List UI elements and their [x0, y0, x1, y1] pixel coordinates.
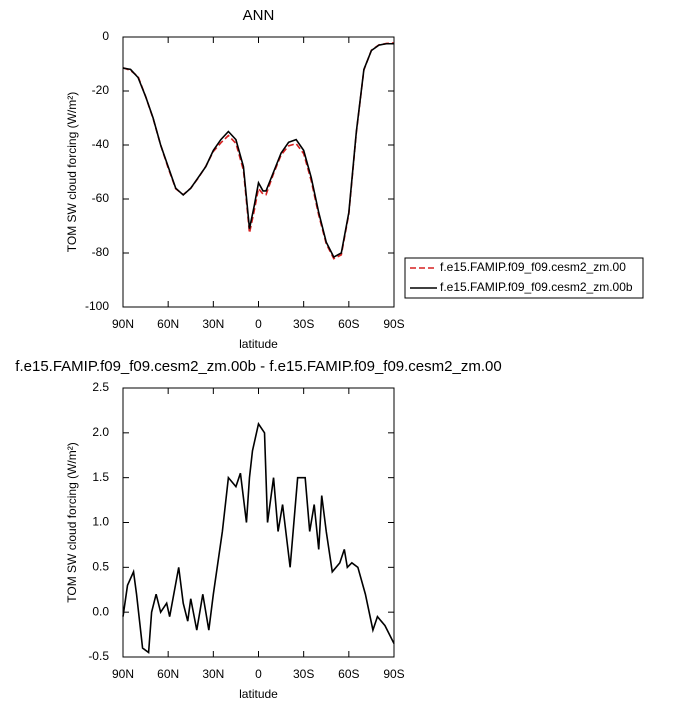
data-line: [122, 42, 394, 259]
y-tick-label: -40: [92, 137, 110, 151]
y-tick-label: -100: [85, 299, 109, 313]
x-tick-label: 30N: [202, 667, 224, 681]
y-tick-label: -60: [92, 191, 110, 205]
chart-title: f.e15.FAMIP.f09_f09.cesm2_zm.00b - f.e15…: [15, 358, 501, 375]
y-tick-label: 0: [102, 29, 109, 43]
data-line: [122, 42, 395, 260]
y-axis-label: TOM SW cloud forcing (W/m²): [65, 92, 79, 252]
y-tick-label: 0.0: [92, 604, 109, 618]
y-tick-label: 1.5: [92, 470, 109, 484]
y-tick-label: -80: [92, 245, 110, 259]
data-line: [122, 421, 395, 655]
legend-label: f.e15.FAMIP.f09_f09.cesm2_zm.00b: [440, 280, 633, 294]
x-tick-label: 60N: [157, 667, 179, 681]
x-tick-label: 30N: [202, 317, 224, 331]
x-axis-label: latitude: [239, 337, 278, 351]
plot-frame: [122, 387, 395, 658]
y-axis-label: TOM SW cloud forcing (W/m²): [65, 442, 79, 602]
plot-frame: [122, 36, 395, 308]
y-tick-label: -0.5: [88, 649, 109, 663]
x-tick-label: 90S: [383, 317, 404, 331]
x-tick-label: 0: [255, 667, 262, 681]
x-tick-label: 60S: [338, 667, 359, 681]
x-tick-label: 90N: [112, 667, 134, 681]
y-tick-label: 2.5: [92, 380, 109, 394]
legend-label: f.e15.FAMIP.f09_f09.cesm2_zm.00: [440, 260, 626, 274]
x-tick-label: 0: [255, 317, 262, 331]
x-tick-label: 30S: [293, 667, 314, 681]
x-tick-label: 30S: [293, 317, 314, 331]
y-tick-label: 1.0: [92, 515, 109, 529]
x-tick-label: 60N: [157, 317, 179, 331]
x-tick-label: 90S: [383, 667, 404, 681]
y-tick-label: 2.0: [92, 425, 109, 439]
x-tick-label: 90N: [112, 317, 134, 331]
chart-title: ANN: [243, 7, 275, 24]
y-tick-label: -20: [92, 83, 110, 97]
y-tick-label: 0.5: [92, 560, 109, 574]
x-tick-label: 60S: [338, 317, 359, 331]
x-axis-label: latitude: [239, 687, 278, 701]
legend-box: [404, 257, 644, 299]
